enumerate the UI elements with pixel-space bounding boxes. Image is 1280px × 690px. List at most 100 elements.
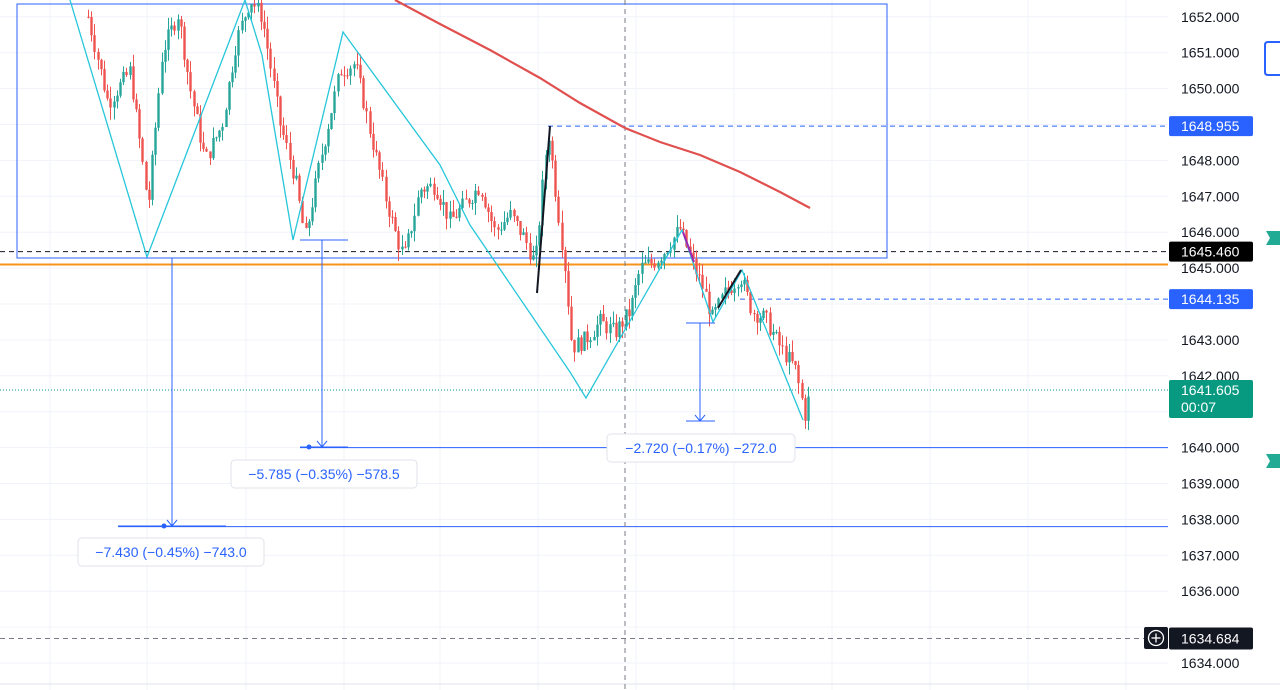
candle-body — [276, 81, 279, 97]
trend-line — [682, 231, 695, 263]
candle-body — [618, 321, 621, 338]
candle-body — [439, 198, 442, 205]
candle-body — [292, 159, 295, 179]
candle-body — [436, 194, 439, 199]
candle-body — [349, 68, 352, 76]
candle-body — [705, 288, 708, 292]
candle-body — [106, 90, 109, 99]
candle-body — [717, 298, 720, 308]
candle-body — [426, 186, 429, 192]
candle-body — [663, 254, 666, 261]
price-tick: 1642.000 — [1181, 368, 1240, 384]
candle-body — [772, 331, 775, 335]
candle-body — [308, 221, 311, 228]
candle-body — [746, 280, 749, 293]
candle-body — [301, 200, 304, 224]
trend-line — [536, 125, 551, 294]
candle-body — [103, 69, 106, 91]
trend-lines[interactable] — [536, 125, 742, 309]
price-badge-1644135: 1644.135 — [1169, 289, 1253, 310]
candle-body — [449, 211, 452, 219]
zigzag-path — [69, 0, 804, 421]
candle-body — [196, 106, 199, 115]
candle-body — [321, 154, 324, 163]
candle-body — [180, 19, 183, 27]
candle-body — [551, 140, 554, 161]
candle-body — [513, 209, 516, 217]
candle-body — [721, 294, 724, 299]
measure-box-1[interactable]: −7.430 (−0.45%) −743.0 — [77, 537, 265, 567]
measure-tools[interactable]: −7.430 (−0.45%) −743.0 −5.785 (−0.35%) −… — [77, 239, 796, 567]
candle-body — [97, 51, 100, 60]
zigzag-indicator — [69, 0, 804, 421]
candle-body — [429, 183, 432, 187]
candle-body — [490, 211, 493, 222]
candle-body — [394, 217, 397, 231]
candle-body — [679, 227, 682, 229]
moving-average-line — [394, 0, 811, 209]
candle-body — [593, 336, 596, 341]
candle-body — [260, 2, 263, 22]
candle-body — [257, 2, 260, 7]
candle-body — [193, 91, 196, 107]
candle-body — [554, 160, 557, 197]
price-badge-text: 1645.460 — [1181, 244, 1240, 260]
candle-body — [327, 128, 330, 147]
candle-body — [797, 364, 800, 384]
rectangle-border — [16, 3, 888, 259]
candle-body — [625, 309, 628, 327]
green-flag-marker[interactable] — [1266, 454, 1280, 468]
candle-body — [621, 321, 624, 327]
candle-body — [765, 310, 768, 313]
price-tick: 1650.000 — [1181, 81, 1240, 97]
candle-body — [471, 203, 474, 205]
trend-line — [717, 269, 742, 309]
candle-body — [356, 64, 359, 66]
measure-handle — [161, 523, 167, 529]
candle-body — [266, 28, 269, 49]
candle-body — [369, 111, 372, 134]
candle-body — [561, 222, 564, 250]
candle-body — [519, 221, 522, 235]
candle-body — [756, 313, 759, 323]
candle-body — [113, 101, 116, 108]
blue-panel-tab[interactable] — [1264, 41, 1280, 76]
candle-body — [205, 148, 208, 152]
candle-body — [157, 93, 160, 128]
candle-body — [420, 189, 423, 198]
candle-body — [804, 398, 807, 421]
candle-body — [596, 324, 599, 337]
candle-body — [407, 233, 410, 248]
candle-body — [647, 259, 650, 263]
price-tick: 1643.000 — [1181, 332, 1240, 348]
price-badge-text: 1634.684 — [1181, 630, 1240, 646]
rectangle-drawing[interactable] — [16, 3, 888, 259]
candle-body — [410, 231, 413, 234]
candle-body — [445, 202, 448, 219]
price-tick: 1639.000 — [1181, 476, 1240, 492]
price-axis[interactable]: 1652.000 1651.000 1650.000 1648.000 1647… — [1181, 9, 1240, 671]
candle-body — [388, 201, 391, 217]
measure-box-2[interactable]: −5.785 (−0.35%) −578.5 — [230, 459, 418, 489]
green-flag-marker[interactable] — [1266, 231, 1280, 245]
candle-body — [385, 176, 388, 202]
candle-body — [759, 318, 762, 323]
candle-body — [215, 137, 218, 139]
candle-body — [586, 331, 589, 343]
candle-body — [452, 211, 455, 217]
candle-body — [119, 82, 122, 96]
candle-body — [129, 66, 132, 76]
candle-body — [221, 126, 224, 131]
candle-body — [548, 140, 551, 155]
candle-body — [743, 280, 746, 285]
price-tick: 1640.000 — [1181, 440, 1240, 456]
candle-body — [532, 255, 535, 260]
add-alert-button[interactable] — [1144, 627, 1168, 649]
measure-box-3[interactable]: −2.720 (−0.17%) −272.0 — [606, 433, 796, 463]
candle-body — [314, 178, 317, 208]
candle-body — [183, 26, 186, 60]
right-edge-widgets[interactable] — [1264, 41, 1280, 468]
candle-body — [295, 175, 298, 179]
